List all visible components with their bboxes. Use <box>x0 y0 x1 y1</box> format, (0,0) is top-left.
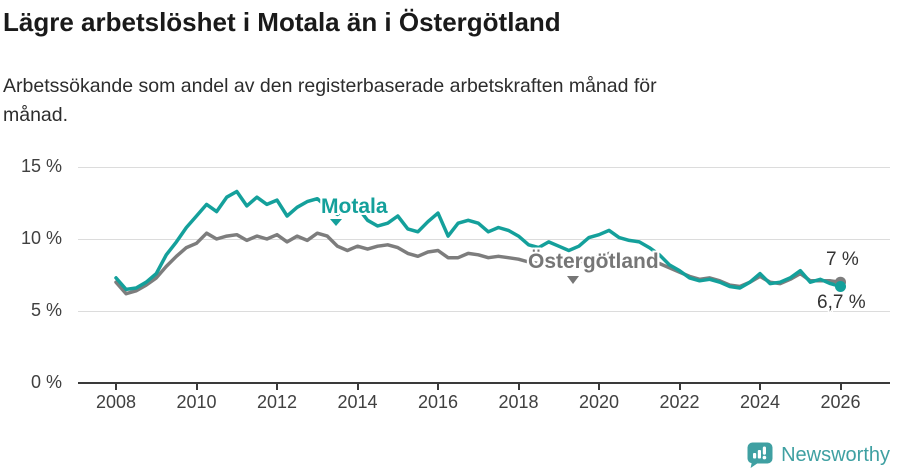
x-axis-tick-label: 2022 <box>659 392 700 412</box>
y-axis-tick-label: 15 % <box>20 156 62 176</box>
newsworthy-bubble-icon <box>747 442 773 468</box>
x-axis-tick-label: 2026 <box>820 392 861 412</box>
newsworthy-logo: Newsworthy <box>747 442 890 469</box>
y-axis-tick-label: 10 % <box>20 228 62 248</box>
newsworthy-wordmark: Newsworthy <box>781 444 890 466</box>
series-end-dot-motala <box>835 281 846 292</box>
x-axis-tick-label: 2016 <box>417 392 459 412</box>
x-axis-tick <box>276 383 278 390</box>
x-axis-tick <box>678 383 681 390</box>
chart-subtitle: Arbetssökande som andel av den registerb… <box>3 75 657 126</box>
x-axis-tick-label: 2020 <box>578 392 620 412</box>
series-label-ostergotland: Östergötland <box>528 250 659 273</box>
x-axis-tick <box>356 383 359 390</box>
chart-title: Lägre arbetslöshet i Motala än i Östergö… <box>3 7 561 37</box>
x-axis-tick <box>598 383 600 390</box>
x-axis-tick <box>839 383 842 390</box>
end-value-motala: 6,7 % <box>817 292 866 313</box>
gridline <box>78 238 890 240</box>
gridline <box>78 166 890 168</box>
series-label-motala: Motala <box>321 195 388 218</box>
ostergotland-marker-icon <box>567 276 579 284</box>
x-axis-tick-label: 2012 <box>256 392 298 412</box>
x-axis-tick <box>195 383 198 390</box>
x-axis-tick <box>759 383 761 390</box>
x-axis-tick-label: 2018 <box>498 392 539 412</box>
x-axis-tick-label: 2014 <box>337 392 378 412</box>
y-axis-tick-label: 0 % <box>30 372 62 392</box>
x-axis-tick-label: 2024 <box>739 392 781 412</box>
series-line-östergötland <box>114 231 843 296</box>
x-axis-tick-label: 2008 <box>95 392 137 412</box>
series-end-dot-östergötland <box>835 276 846 288</box>
motala-marker-icon <box>330 219 342 226</box>
end-value-ostergotland: 7 % <box>826 249 859 270</box>
series-line-motala <box>114 189 843 292</box>
x-axis-tick <box>437 383 439 390</box>
x-axis-tick-label: 2010 <box>176 392 217 412</box>
y-axis-tick-label: 5 % <box>30 300 62 320</box>
x-axis-tick <box>517 383 520 390</box>
gridline <box>78 310 890 312</box>
x-axis-tick <box>115 383 117 390</box>
x-axis-line <box>78 382 890 384</box>
